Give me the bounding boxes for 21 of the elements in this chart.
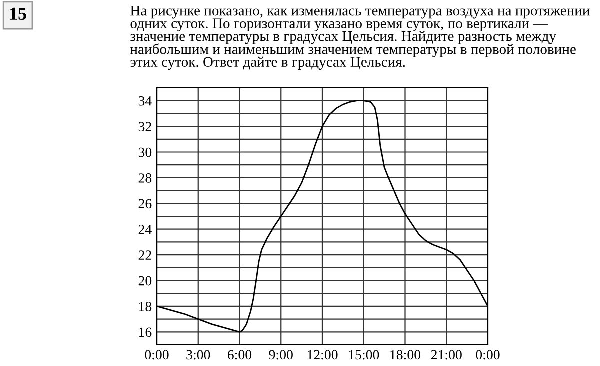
x-tick-label: 18:00	[390, 350, 421, 360]
text: 15	[10, 8, 26, 20]
x-tick-label: 0:00	[476, 350, 500, 360]
y-tick-label: 34	[138, 96, 152, 106]
x-tick-label: 15:00	[349, 350, 380, 360]
x-tick-label: 12:00	[308, 350, 338, 360]
y-tick-label: 32	[138, 122, 152, 132]
y-tick-label: 26	[138, 199, 152, 209]
y-tick-label: 16	[139, 328, 152, 338]
x-tick-label: 3:00	[186, 350, 210, 360]
y-tick-label: 24	[138, 224, 152, 234]
y-tick-label: 28	[138, 174, 152, 183]
x-tick-label: 6:00	[228, 350, 252, 360]
y-tick-label: 20	[138, 276, 152, 286]
chart-title: На рисунке показано, как изменялась температура воздуха на протяжении одних суток. По горизонтали указано время суток, по вертикали — значение температуры в градусах Цельсия. Найдите разность между наибольшим и наименьшим значением температуры в первой половине этих суток. Ответ дайте в градусах Цельсия.	[130, 6, 590, 70]
x-tick-label: 9:00	[269, 350, 293, 360]
x-tick-label: 21:00	[431, 350, 462, 360]
y-tick-label: 22	[138, 250, 152, 260]
y-tick-label: 30	[138, 148, 152, 158]
y-tick-label: 18	[139, 302, 152, 312]
x-tick-label: 0:00	[145, 350, 169, 360]
